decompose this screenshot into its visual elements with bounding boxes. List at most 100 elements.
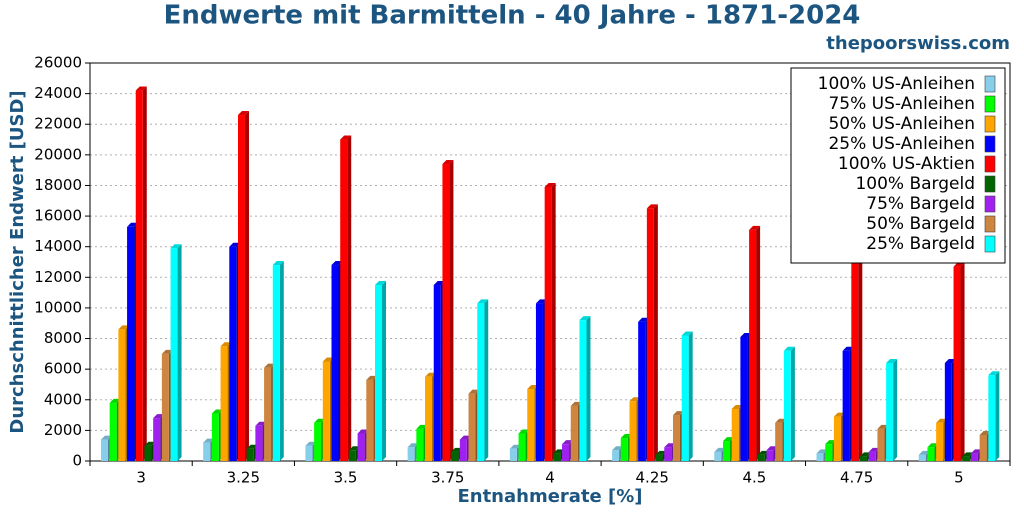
- legend-label: 25% Bargeld: [866, 234, 975, 254]
- bar: [816, 453, 824, 461]
- bar: [331, 265, 339, 461]
- x-tick-label: 4.5: [743, 469, 767, 487]
- bar-top: [681, 331, 693, 336]
- bar-side: [484, 299, 489, 461]
- bar: [757, 454, 765, 461]
- bar: [203, 442, 211, 461]
- x-tick-label: 4: [545, 469, 555, 487]
- bar-top: [161, 349, 173, 354]
- bar-top: [442, 160, 454, 165]
- bar: [886, 363, 894, 461]
- y-tick-label: 24000: [34, 84, 82, 102]
- y-tick-label: 26000: [34, 54, 82, 72]
- y-tick-label: 22000: [34, 115, 82, 133]
- bar-top: [927, 443, 939, 448]
- bar: [579, 320, 587, 461]
- bar-top: [357, 429, 369, 434]
- bar-top: [468, 389, 480, 394]
- bar: [322, 361, 330, 461]
- legend-label: 75% US-Anleihen: [828, 94, 975, 114]
- bar-top: [988, 371, 1000, 376]
- bar-top: [314, 418, 326, 423]
- bar-top: [433, 280, 445, 285]
- bar: [970, 453, 978, 461]
- chart-subtitle: thepoorswiss.com: [826, 33, 1010, 54]
- bar: [740, 337, 748, 461]
- y-tick-label: 20000: [34, 145, 82, 163]
- legend-label: 100% US-Anleihen: [818, 74, 975, 94]
- legend-swatch: [984, 175, 996, 193]
- bar-top: [749, 225, 761, 230]
- bar: [927, 447, 935, 461]
- legend-label: 100% Bargeld: [855, 174, 975, 194]
- bar-top: [979, 430, 991, 435]
- y-tick-label: 14000: [34, 237, 82, 255]
- bar: [348, 450, 356, 461]
- bar-top: [127, 222, 139, 227]
- bar-side: [347, 135, 352, 462]
- x-tick-label: 3.25: [227, 469, 260, 487]
- bar: [612, 450, 620, 461]
- bar-top: [535, 299, 547, 304]
- bar: [775, 422, 783, 461]
- bar-top: [375, 280, 387, 285]
- legend-swatch: [984, 195, 996, 213]
- bar-side: [893, 359, 898, 461]
- bar-side: [995, 371, 1000, 461]
- bar-top: [962, 452, 974, 457]
- bar: [407, 447, 415, 461]
- bar: [468, 393, 476, 461]
- bar-top: [144, 441, 156, 446]
- x-tick-label: 3: [136, 469, 146, 487]
- bar: [877, 428, 885, 461]
- y-tick-label: 4000: [44, 390, 82, 408]
- bar: [731, 408, 739, 461]
- bar-top: [170, 244, 182, 249]
- bar-top: [970, 449, 982, 454]
- bar-top: [646, 204, 658, 209]
- bar: [100, 439, 108, 461]
- bar: [366, 379, 374, 461]
- bar-top: [509, 444, 521, 449]
- bar-top: [272, 261, 284, 266]
- bar-top: [118, 325, 130, 330]
- bar: [918, 454, 926, 461]
- bar: [851, 251, 859, 461]
- bar-top: [714, 447, 726, 452]
- bar-top: [579, 316, 591, 321]
- bar-top: [135, 86, 147, 91]
- bar-top: [722, 437, 734, 442]
- bar-side: [382, 280, 387, 461]
- bar: [714, 451, 722, 461]
- bar-top: [416, 424, 428, 429]
- x-tick-label: 4.25: [636, 469, 669, 487]
- bar: [629, 401, 637, 461]
- bar-top: [825, 440, 837, 445]
- bar-top: [629, 397, 641, 402]
- bar-top: [544, 182, 556, 187]
- bar: [988, 375, 996, 461]
- y-tick-label: 2000: [44, 421, 82, 439]
- bar: [109, 402, 117, 461]
- bar: [842, 350, 850, 461]
- bar-top: [153, 414, 165, 419]
- bar-top: [407, 443, 419, 448]
- bar: [305, 445, 313, 461]
- bar-side: [142, 86, 147, 462]
- bar: [944, 363, 952, 461]
- bar: [646, 208, 654, 461]
- bar: [144, 445, 152, 461]
- bar: [936, 422, 944, 461]
- bar: [357, 433, 365, 461]
- bar: [979, 434, 987, 461]
- bar: [518, 433, 526, 461]
- legend-label: 100% US-Aktien: [838, 154, 975, 174]
- chart-title: Endwerte mit Barmitteln - 40 Jahre - 187…: [164, 1, 861, 31]
- bar: [459, 439, 467, 461]
- bar-side: [688, 331, 693, 461]
- legend-box: [790, 67, 1006, 264]
- bar-top: [322, 357, 334, 362]
- bar-top: [740, 333, 752, 338]
- y-axis-title: Durchschnittlicher Endwert [USD]: [7, 90, 28, 433]
- bar-top: [451, 447, 463, 452]
